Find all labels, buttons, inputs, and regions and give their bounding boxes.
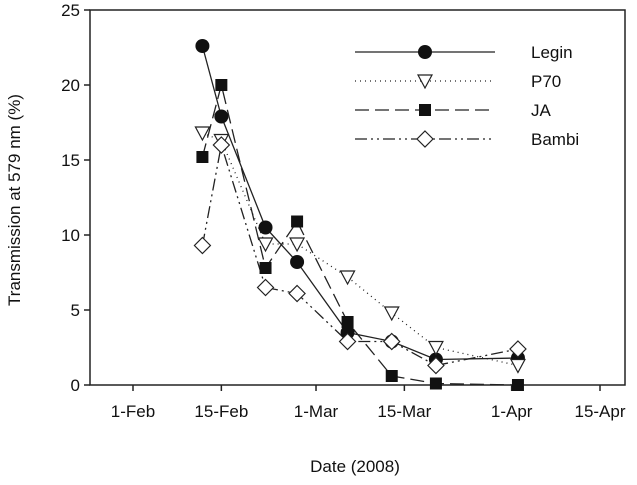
legend-label: Legin	[531, 43, 573, 62]
marker-circle	[290, 255, 305, 269]
marker-square	[419, 104, 431, 116]
y-tick-label: 15	[61, 151, 80, 170]
marker-triangle	[257, 237, 274, 253]
series-line	[202, 132, 519, 367]
markers-legin	[195, 39, 525, 367]
marker-square	[215, 79, 228, 91]
legend-item: JA	[355, 101, 552, 120]
marker-circle	[195, 39, 210, 53]
y-tick-label: 5	[71, 301, 80, 320]
plot-frame	[89, 9, 626, 386]
marker-square	[511, 379, 524, 391]
x-tick-label: 1-Apr	[491, 402, 533, 421]
y-tick-label: 10	[61, 226, 80, 245]
marker-triangle	[194, 126, 211, 142]
marker-diamond	[256, 278, 275, 297]
series-layer	[193, 39, 527, 391]
legend-item: Bambi	[355, 130, 579, 149]
marker-diamond	[416, 130, 434, 148]
x-tick-label: 1-Mar	[294, 402, 339, 421]
marker-square	[341, 316, 354, 328]
marker-diamond	[427, 356, 445, 375]
marker-square	[291, 215, 304, 228]
marker-circle	[418, 45, 432, 59]
legend-item: Legin	[355, 43, 573, 62]
marker-diamond	[382, 332, 401, 351]
x-axis-label: Date (2008)	[310, 457, 400, 476]
marker-triangle	[509, 358, 526, 374]
marker-square	[429, 377, 442, 390]
series-line	[201, 84, 518, 386]
marker-diamond	[338, 332, 357, 351]
series-legin	[201, 45, 518, 361]
x-tick-label: 15-Feb	[194, 402, 248, 421]
marker-triangle	[427, 340, 444, 356]
series-line	[201, 144, 519, 367]
x-tick-label: 1-Feb	[111, 402, 155, 421]
legend-label: P70	[531, 72, 561, 91]
marker-diamond	[288, 284, 306, 303]
series-bambi	[201, 144, 519, 367]
y-axis-label: Transmission at 579 nm (%)	[5, 94, 24, 306]
series-line	[201, 45, 518, 361]
y-tick-label: 20	[61, 76, 80, 95]
marker-triangle	[416, 74, 434, 90]
marker-triangle	[289, 237, 306, 253]
marker-circle	[258, 220, 273, 235]
series-ja	[201, 84, 518, 386]
series-p70	[202, 132, 519, 367]
marker-diamond	[212, 136, 231, 154]
markers-ja	[196, 79, 524, 391]
marker-diamond	[193, 236, 212, 255]
x-tick-label: 15-Mar	[377, 402, 431, 421]
y-tick-label: 0	[71, 376, 80, 395]
marker-circle	[340, 325, 355, 340]
marker-square	[196, 151, 209, 163]
marker-diamond	[509, 340, 527, 358]
x-tick-label: 15-Apr	[574, 402, 625, 421]
legend-label: JA	[531, 101, 552, 120]
marker-triangle	[383, 306, 400, 322]
marker-circle	[214, 109, 229, 124]
marker-triangle	[339, 270, 356, 286]
y-tick-label: 25	[61, 1, 80, 20]
legend-item: P70	[355, 72, 561, 91]
legend-label: Bambi	[531, 130, 579, 149]
legend: Legin P70 JA Bambi	[355, 43, 579, 149]
axes: 0 5 10 15 20 25 1-Feb 15-Feb 1-Mar 15-Mar 1-Apr 15-…	[61, 1, 626, 421]
markers-bambi	[193, 136, 527, 375]
marker-square	[259, 262, 272, 274]
marker-square	[385, 370, 398, 382]
